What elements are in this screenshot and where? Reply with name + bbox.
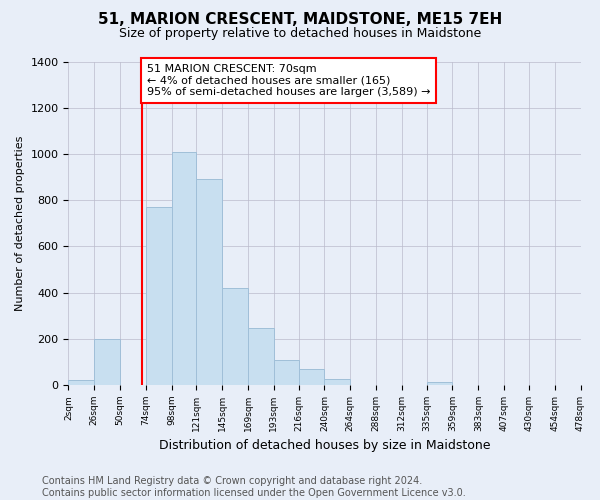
Bar [68, 380, 94, 385]
Text: Contains HM Land Registry data © Crown copyright and database right 2024.
Contai: Contains HM Land Registry data © Crown c… [42, 476, 466, 498]
Bar [196, 180, 222, 385]
X-axis label: Distribution of detached houses by size in Maidstone: Distribution of detached houses by size … [159, 440, 490, 452]
Bar [299, 369, 325, 385]
Bar [248, 328, 274, 385]
Text: 51 MARION CRESCENT: 70sqm
← 4% of detached houses are smaller (165)
95% of semi-: 51 MARION CRESCENT: 70sqm ← 4% of detach… [147, 64, 430, 97]
Text: Size of property relative to detached houses in Maidstone: Size of property relative to detached ho… [119, 28, 481, 40]
Bar [146, 207, 172, 385]
Bar [325, 380, 350, 385]
Text: 51, MARION CRESCENT, MAIDSTONE, ME15 7EH: 51, MARION CRESCENT, MAIDSTONE, ME15 7EH [98, 12, 502, 28]
Bar [427, 382, 452, 385]
Y-axis label: Number of detached properties: Number of detached properties [15, 136, 25, 311]
Bar [222, 288, 248, 385]
Bar [274, 360, 299, 385]
Bar [172, 152, 196, 385]
Bar [94, 339, 120, 385]
